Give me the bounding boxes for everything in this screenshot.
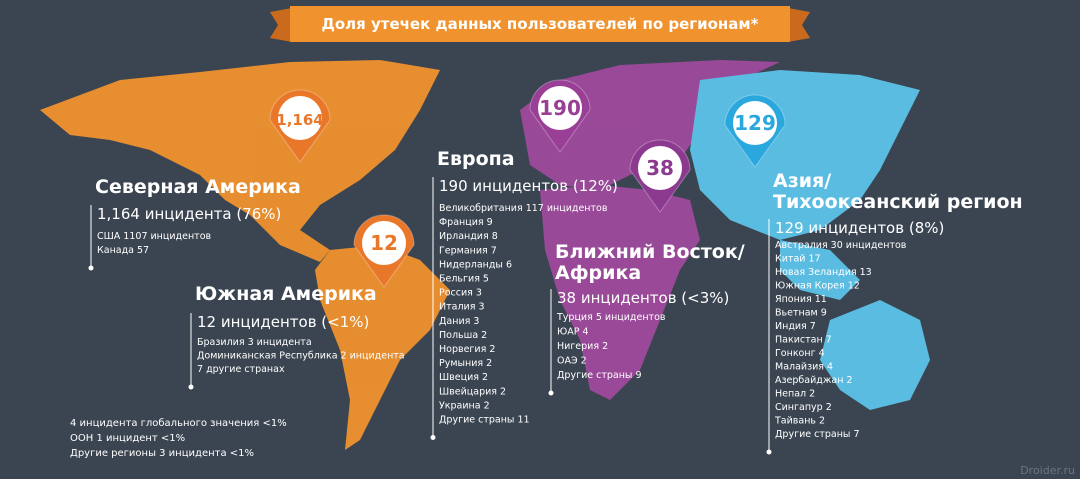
region-item: Россия 3 [439, 288, 482, 299]
region-item: Другие страны 7 [775, 429, 860, 440]
region-item: Швейцария 2 [439, 386, 506, 397]
region-item: Непал 2 [775, 389, 815, 400]
pin-face [538, 86, 582, 130]
region-item: Тайвань 2 [774, 416, 825, 427]
region-item: Азербайджан 2 [775, 375, 853, 386]
region-item: Украина 2 [439, 400, 490, 411]
region-item: Нидерланды 6 [439, 259, 512, 270]
region-item: Австралия 30 инцидентов [775, 240, 907, 251]
region-item: Китай 17 [775, 254, 821, 265]
region-item: 7 другие странах [197, 364, 285, 375]
region-item: Швеция 2 [439, 372, 488, 383]
southeast-asia [780, 240, 860, 300]
content: 1,164 Северная Америка 1,164 инцидента (76… [70, 79, 1023, 459]
region-item: Дания 3 [439, 316, 479, 327]
connector-dot [766, 449, 772, 455]
connector-dot [430, 435, 436, 440]
north-america [40, 60, 440, 262]
region-title: Тихоокеанский регион [773, 191, 1023, 213]
region-item: Сингапур 2 [775, 402, 832, 413]
pin-value: 1,164 [276, 111, 323, 129]
note: ООН 1 инцидент <1% [70, 433, 185, 444]
region-item: Бразилия 3 инцидента [197, 337, 312, 348]
region-item: Другие страны 11 [439, 415, 530, 426]
region-title: Южная Америка [195, 283, 377, 305]
pin-value: 12 [370, 231, 398, 255]
connector-dot [188, 384, 194, 390]
title-banner [290, 6, 790, 42]
region-item: Великобритания 117 инцидентов [439, 203, 608, 214]
region-item: Ирландия 8 [439, 231, 498, 242]
region-title: Африка [555, 262, 641, 284]
south-america [315, 245, 450, 450]
region-title: Европа [437, 148, 515, 170]
region-item: Турция 5 инцидентов [556, 312, 666, 323]
region-item: ЮАР 4 [557, 327, 589, 338]
title: Доля утечек данных пользователей по реги… [321, 15, 758, 33]
pin-face [733, 101, 777, 145]
pin-value: 129 [734, 111, 776, 135]
region-item: Южная Корея 12 [775, 281, 860, 292]
region-headline: 129 инцидентов (8%) [775, 219, 944, 237]
region-item: Новая Зеландия 13 [775, 267, 872, 278]
region-item: Нигерия 2 [557, 341, 608, 352]
region-headline: 190 инцидентов (12%) [439, 177, 618, 195]
region-item: Польша 2 [439, 330, 487, 341]
banner-tail [270, 8, 292, 42]
connector-dot [548, 390, 554, 396]
region-headline: 12 инцидентов (<1%) [197, 313, 369, 331]
australia [820, 300, 930, 410]
region-item: Канада 57 [97, 245, 149, 256]
region-item: Франция 9 [439, 217, 493, 228]
region-headline: 1,164 инцидента (76%) [97, 205, 281, 223]
connector-dot [88, 265, 94, 271]
region-item: ОАЭ 2 [557, 356, 587, 367]
region-headline: 38 инцидентов (<3%) [557, 289, 729, 307]
pin-value: 190 [539, 96, 581, 120]
banner-tail [788, 8, 810, 42]
world-map [40, 60, 930, 450]
region-item: Япония 11 [775, 294, 827, 305]
region-item: Пакистан 7 [775, 335, 832, 346]
region-item: Румыния 2 [439, 358, 492, 369]
region-title: Азия/ [773, 170, 831, 192]
region-item: Гонконг 4 [775, 348, 825, 359]
region-item: Доминиканская Республика 2 инцидента [197, 351, 405, 362]
note: 4 инцидента глобального значения <1% [70, 418, 287, 429]
africa [540, 185, 700, 400]
region-item: Малайзия 4 [775, 362, 833, 373]
pin-face [362, 221, 406, 265]
pin-face [278, 96, 322, 140]
region-item: Другие страны 9 [557, 370, 642, 381]
region-title: Ближний Восток/ [555, 241, 745, 263]
region-item: Вьетнам 9 [775, 308, 827, 319]
region-item: США 1107 инцидентов [97, 231, 212, 242]
region-item: Индия 7 [775, 321, 816, 332]
note: Другие регионы 3 инцидента <1% [70, 448, 254, 459]
region-title: Северная Америка [95, 176, 301, 198]
pin-value: 38 [646, 156, 674, 180]
pin-face [638, 146, 682, 190]
region-item: Германия 7 [439, 245, 497, 256]
watermark: Droider.ru [1020, 464, 1075, 477]
region-item: Норвегия 2 [439, 344, 495, 355]
region-item: Бельгия 5 [439, 274, 489, 285]
region-item: Италия 3 [439, 302, 485, 313]
